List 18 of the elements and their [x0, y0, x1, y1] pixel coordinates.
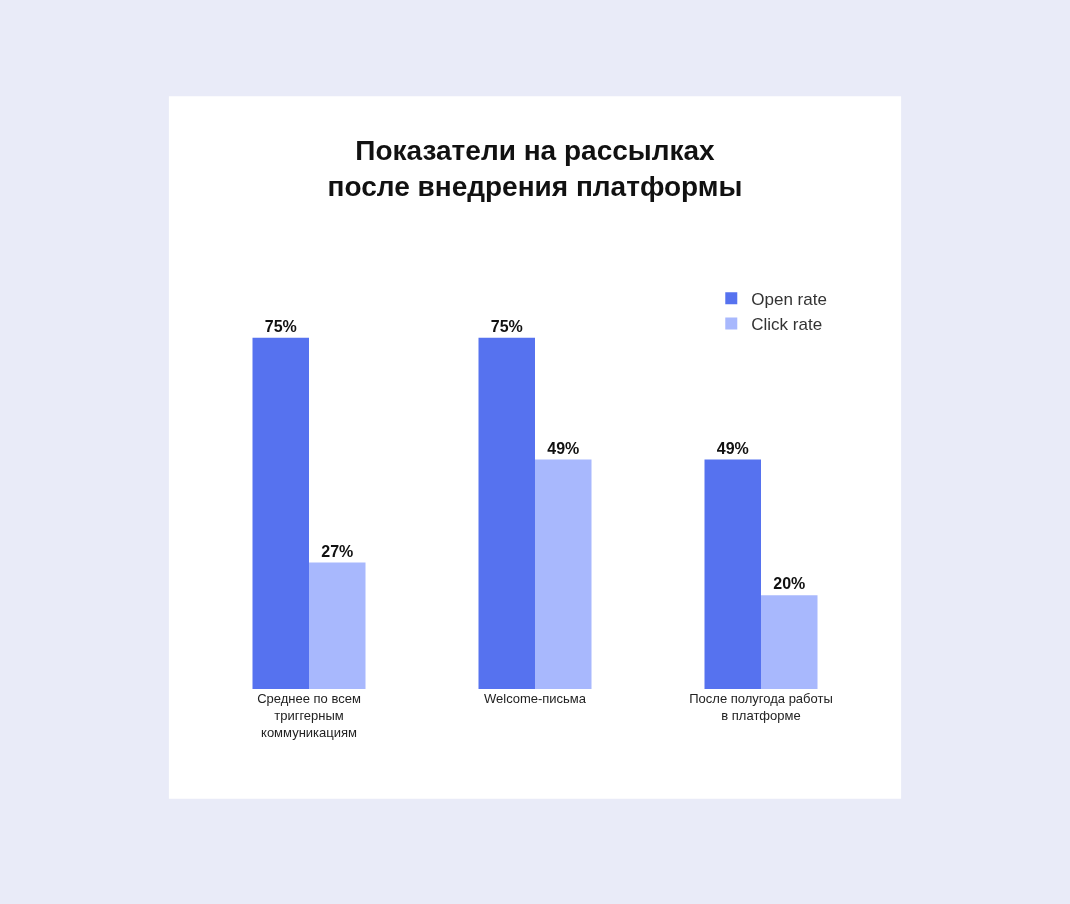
data-label: 75%: [264, 317, 297, 335]
bar: [252, 337, 309, 689]
data-label: 49%: [716, 439, 749, 457]
x-tick-label: После полугода работы в платформе: [689, 691, 833, 723]
chart-title: Показатели на рассылках после внедрения платформы: [327, 135, 743, 203]
legend-label: Click rate: [751, 315, 823, 335]
x-tick-label: Welcome-письма: [483, 691, 587, 706]
data-label: 75%: [490, 317, 523, 335]
bar: [478, 337, 535, 689]
data-label: 27%: [321, 542, 354, 560]
legend-label: Open rate: [751, 289, 827, 309]
bar: [309, 562, 366, 689]
bar: [761, 595, 818, 689]
data-label: 49%: [547, 439, 580, 457]
x-tick-label: Среднее по всем триггерным коммуникациям: [257, 691, 361, 740]
bar: [704, 459, 761, 689]
bar: [535, 459, 592, 689]
data-label: 20%: [773, 575, 806, 593]
